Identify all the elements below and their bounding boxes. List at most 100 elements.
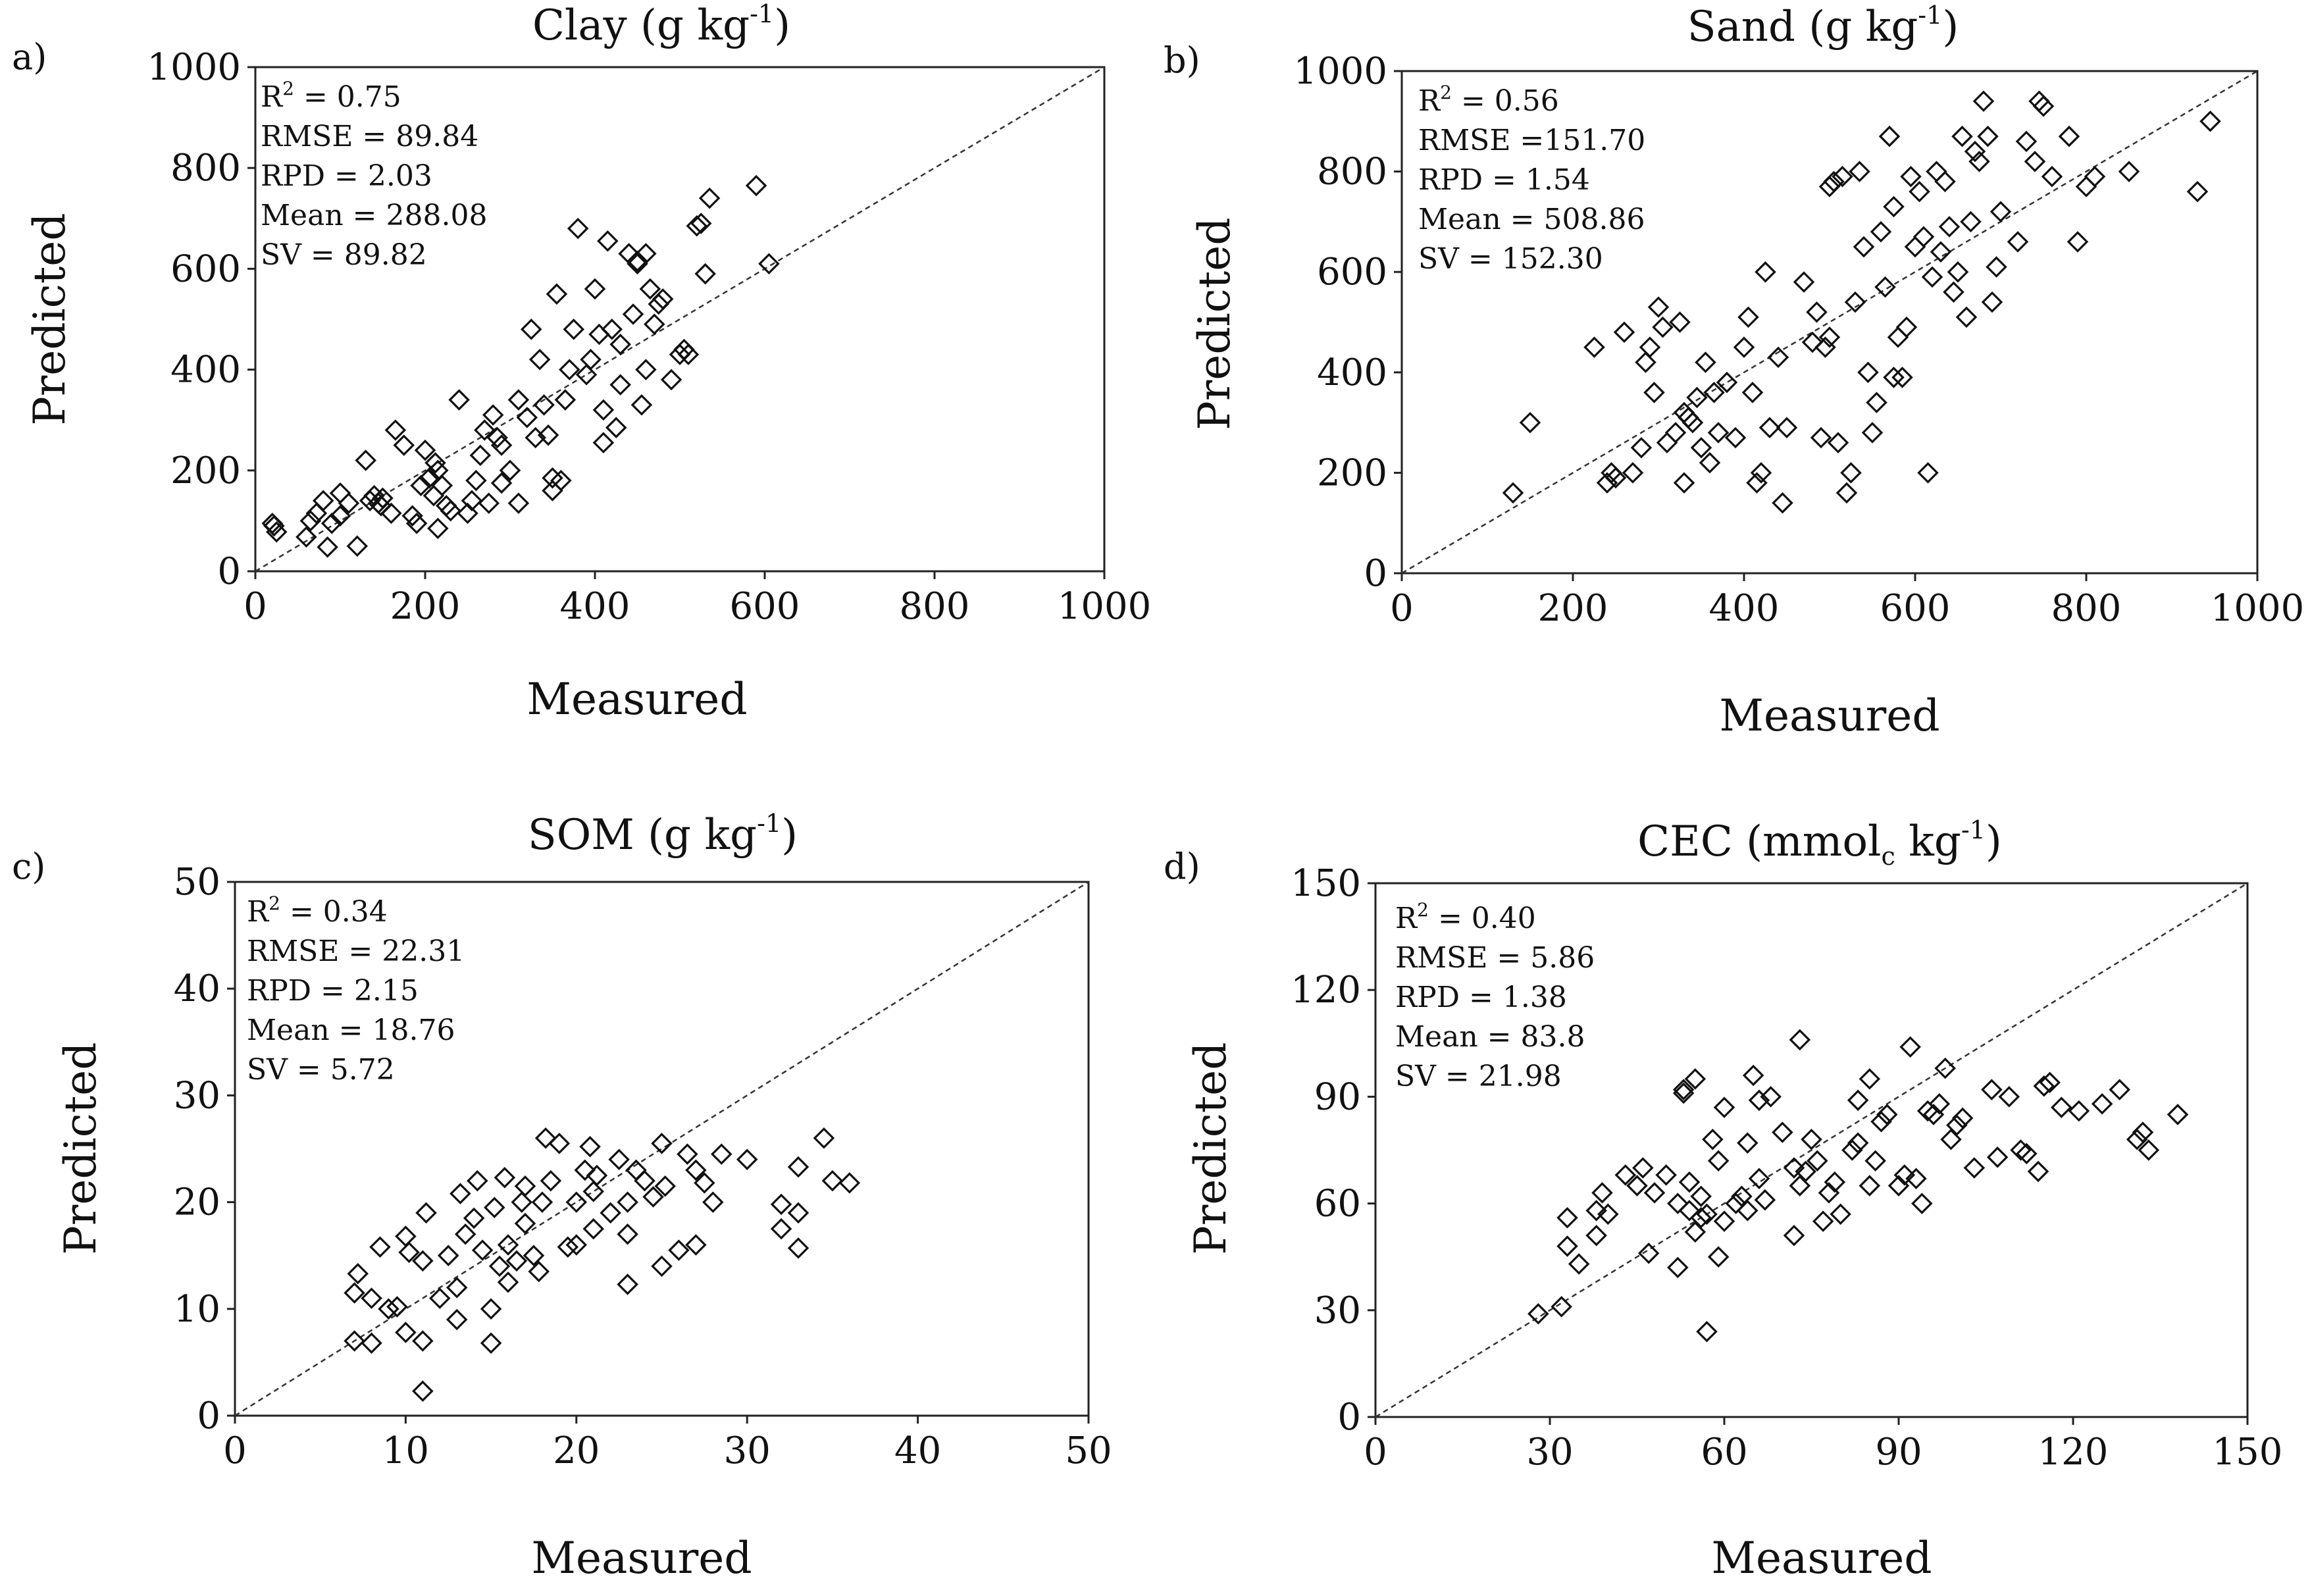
x-tick-label: 30 [724, 1429, 771, 1472]
data-point [582, 1181, 605, 1202]
data-point [1652, 316, 1674, 338]
data-point [1793, 271, 1815, 293]
y-ticks: 0 200 400 600 800 1000 [147, 46, 255, 593]
data-point [537, 424, 559, 446]
data-point [454, 1223, 476, 1245]
data-point [1818, 176, 1841, 197]
data-point [507, 492, 530, 514]
data-point [1604, 467, 1627, 489]
data-point [514, 1175, 536, 1197]
data-point [1672, 1079, 1695, 1100]
y-tick-label: 800 [1317, 151, 1387, 193]
data-point [711, 1143, 732, 1165]
data-point [1760, 1086, 1782, 1108]
data-points [344, 1127, 861, 1402]
data-point [299, 510, 322, 532]
plot-frame [1400, 70, 2259, 575]
data-point [1696, 1320, 1718, 1343]
data-point [1807, 1150, 1828, 1171]
data-point [395, 1322, 417, 1343]
data-point [1849, 161, 1870, 182]
data-point [1891, 367, 1913, 388]
data-point [469, 444, 492, 467]
data-point [1986, 1146, 2009, 1168]
data-point [1926, 161, 1947, 182]
data-point [378, 1298, 399, 1320]
stat-sv: SV = 89.82 [261, 238, 427, 272]
data-point [1737, 306, 1759, 328]
data-point [1772, 492, 1793, 514]
stat-r2-label: R [1395, 902, 1418, 935]
stat-r2-sup: 2 [282, 78, 294, 99]
data-point [580, 349, 602, 371]
data-point [2118, 161, 2140, 182]
data-point [702, 1191, 724, 1213]
data-point [685, 1234, 707, 1256]
stat-r2-sup: 2 [269, 892, 280, 914]
panel-label: d) [1164, 846, 1200, 887]
data-point [1909, 180, 1930, 203]
data-point [471, 1239, 494, 1261]
data-point [2051, 1096, 2072, 1118]
data-point [2126, 1129, 2148, 1150]
data-point [669, 344, 691, 365]
data-point [412, 1250, 434, 1272]
y-tick-label: 0 [1364, 552, 1387, 595]
stat-mean: Mean = 83.8 [1395, 1020, 1585, 1054]
data-point [2186, 180, 2209, 203]
data-point [1551, 1296, 1572, 1318]
stat-mean: Mean = 508.86 [1418, 203, 1645, 236]
reference-line [234, 881, 1089, 1417]
data-point [531, 1191, 553, 1213]
data-point [1887, 326, 1909, 348]
y-tick-label: 400 [1317, 351, 1387, 394]
data-point [821, 1170, 844, 1192]
data-point [2007, 231, 2029, 253]
title-sup: -1 [1918, 1, 1942, 30]
data-point [1748, 1168, 1770, 1190]
panel-label: a) [12, 36, 47, 78]
data-point [745, 174, 767, 197]
data-point [329, 505, 351, 527]
data-point [1713, 1096, 1735, 1118]
data-points [1527, 1029, 2189, 1343]
data-point [1981, 1079, 2003, 1100]
data-point [1847, 1132, 1869, 1154]
y-tick-label: 1000 [1293, 50, 1387, 93]
data-point [2109, 1079, 2130, 1100]
data-point [1686, 386, 1708, 409]
data-point [494, 1167, 516, 1189]
stat-sv: SV = 152.30 [1418, 242, 1603, 276]
data-point [446, 1277, 468, 1299]
data-point [412, 1380, 434, 1402]
data-point [1667, 1256, 1689, 1279]
data-point [557, 1236, 579, 1258]
one-to-one-line [255, 66, 1105, 573]
data-point [533, 394, 555, 416]
y-axis-label: Predicted [1185, 1042, 1236, 1254]
data-point [1832, 165, 1853, 188]
data-point [617, 1191, 638, 1213]
data-point [1681, 411, 1704, 434]
data-point [1597, 1203, 1619, 1225]
data-point [520, 319, 542, 340]
chart-title: Sand (g kg-1) [1687, 1, 1959, 51]
stat-r2-value: = 0.75 [294, 80, 401, 114]
data-point [1951, 1107, 1974, 1129]
data-point [1684, 1068, 1707, 1090]
x-ticks: 0 200 400 600 800 1000 [244, 571, 1151, 628]
x-tick-label: 0 [1364, 1431, 1387, 1474]
data-point [534, 1127, 557, 1149]
data-point [474, 419, 496, 441]
x-tick-label: 30 [1526, 1431, 1573, 1474]
data-point [1810, 426, 1832, 449]
data-point [1556, 1235, 1578, 1257]
data-point [1678, 1200, 1701, 1222]
data-point [1946, 1114, 1968, 1136]
data-point [1755, 261, 1776, 283]
data-point [1635, 351, 1656, 373]
y-tick-label: 120 [1291, 969, 1361, 1012]
data-point [1583, 336, 1605, 358]
data-point [1664, 422, 1687, 444]
data-point [1667, 1193, 1689, 1214]
